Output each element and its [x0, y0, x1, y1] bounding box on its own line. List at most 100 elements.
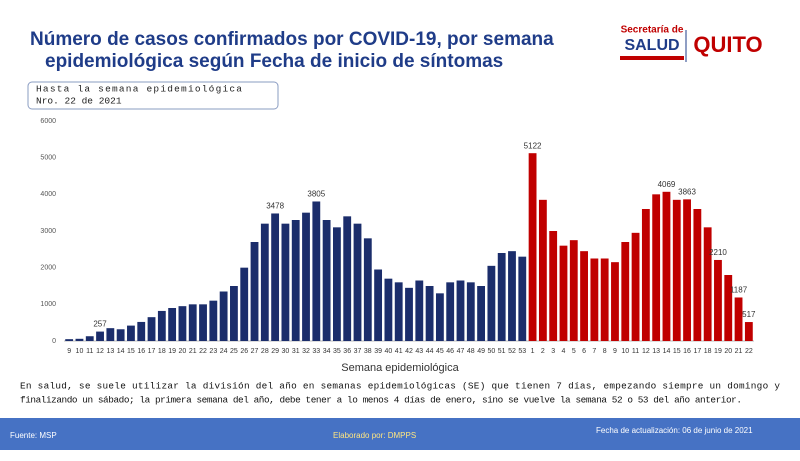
- x-tick-label: 31: [292, 348, 300, 355]
- x-tick-label: 3: [551, 348, 555, 355]
- bar: [621, 242, 630, 341]
- bar: [271, 213, 280, 341]
- x-tick-label: 1: [531, 348, 535, 355]
- x-tick-label: 21: [735, 348, 743, 355]
- x-tick-label: 9: [613, 348, 617, 355]
- x-tick-label: 49: [477, 348, 485, 355]
- x-tick-label: 11: [86, 348, 93, 355]
- x-tick-label: 39: [374, 348, 382, 355]
- x-tick-label: 46: [446, 348, 454, 355]
- footnote-line: finalizando un sábado; la primera semana…: [20, 394, 742, 405]
- bar: [435, 293, 444, 341]
- bar: [178, 306, 187, 341]
- bar: [137, 321, 146, 341]
- data-label: 3478: [266, 202, 284, 211]
- y-tick-label: 3000: [40, 228, 56, 235]
- x-tick-label: 17: [148, 348, 156, 355]
- bar: [528, 153, 537, 341]
- bar: [662, 191, 671, 341]
- x-tick-label: 2: [541, 348, 545, 355]
- bar: [734, 297, 743, 341]
- footer-updated: Fecha de actualización: 06 de junio de 2…: [596, 426, 753, 435]
- bar: [631, 232, 640, 341]
- bar: [580, 251, 588, 341]
- bar: [240, 267, 249, 341]
- bar: [199, 304, 207, 341]
- x-tick-label: 47: [457, 348, 465, 355]
- footnote-line: En salud, se suele utilizar la división …: [20, 380, 780, 391]
- bar: [724, 275, 733, 341]
- x-tick-label: 7: [592, 348, 596, 355]
- y-tick-label: 6000: [40, 118, 56, 125]
- bar: [497, 253, 506, 341]
- x-tick-label: 19: [714, 348, 722, 355]
- x-tick-label: 11: [632, 348, 639, 355]
- x-tick-label: 16: [683, 348, 691, 355]
- bar: [85, 336, 94, 341]
- logo-text: SALUD: [624, 37, 679, 54]
- x-tick-label: 15: [127, 348, 135, 355]
- bar: [127, 325, 135, 341]
- bar: [600, 258, 609, 341]
- bar: [683, 199, 691, 341]
- x-tick-label: 18: [704, 348, 712, 355]
- data-label: 3805: [307, 190, 325, 199]
- x-tick-label: 20: [179, 348, 187, 355]
- x-tick-label: 5: [572, 348, 576, 355]
- x-axis-label: Semana epidemiológica: [341, 362, 459, 374]
- x-tick-label: 34: [323, 348, 331, 355]
- x-tick-label: 30: [282, 348, 290, 355]
- bar: [641, 209, 650, 341]
- x-tick-label: 20: [724, 348, 732, 355]
- bar: [508, 251, 516, 341]
- bar: [281, 223, 290, 341]
- bar: [415, 280, 424, 341]
- x-tick-label: 44: [426, 348, 434, 355]
- x-tick-label: 24: [220, 348, 228, 355]
- bar: [405, 287, 413, 341]
- x-tick-label: 4: [562, 348, 566, 355]
- x-tick-label: 33: [312, 348, 320, 355]
- x-tick-label: 50: [487, 348, 495, 355]
- x-tick-label: 9: [67, 348, 71, 355]
- bar: [744, 322, 753, 341]
- bar: [569, 240, 578, 341]
- bar: [291, 220, 300, 341]
- bar: [374, 269, 383, 341]
- x-tick-label: 6: [582, 348, 586, 355]
- x-tick-label: 13: [652, 348, 660, 355]
- x-tick-label: 35: [333, 348, 341, 355]
- x-tick-label: 22: [745, 348, 753, 355]
- data-label: 4069: [658, 180, 676, 189]
- bar: [611, 262, 619, 341]
- x-tick-label: 13: [106, 348, 114, 355]
- x-tick-label: 19: [168, 348, 176, 355]
- bar: [168, 308, 177, 341]
- x-tick-label: 15: [673, 348, 681, 355]
- x-tick-label: 8: [603, 348, 607, 355]
- x-tick-label: 52: [508, 348, 516, 355]
- bar: [106, 328, 115, 341]
- bar: [714, 259, 722, 341]
- bar: [219, 291, 228, 341]
- data-label: 257: [93, 320, 107, 329]
- note-box: [27, 81, 279, 110]
- bar: [703, 227, 712, 341]
- x-tick-label: 18: [158, 348, 166, 355]
- logo-text: Secretaría de: [621, 25, 684, 36]
- bar: [343, 216, 352, 341]
- x-tick-label: 10: [76, 348, 84, 355]
- footer-author: Elaborado por: DMPPS: [333, 431, 416, 440]
- bar: [652, 194, 661, 341]
- footer-source: Fuente: MSP: [10, 431, 57, 440]
- bar: [157, 310, 166, 341]
- bar: [65, 339, 74, 341]
- bar: [446, 282, 455, 341]
- bar: [384, 278, 393, 341]
- bar: [250, 242, 259, 341]
- x-tick-label: 28: [261, 348, 269, 355]
- bar: [425, 286, 434, 341]
- bar: [147, 317, 156, 341]
- bar: [672, 199, 681, 341]
